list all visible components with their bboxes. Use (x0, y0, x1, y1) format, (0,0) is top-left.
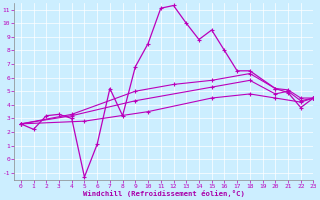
X-axis label: Windchill (Refroidissement éolien,°C): Windchill (Refroidissement éolien,°C) (83, 190, 245, 197)
